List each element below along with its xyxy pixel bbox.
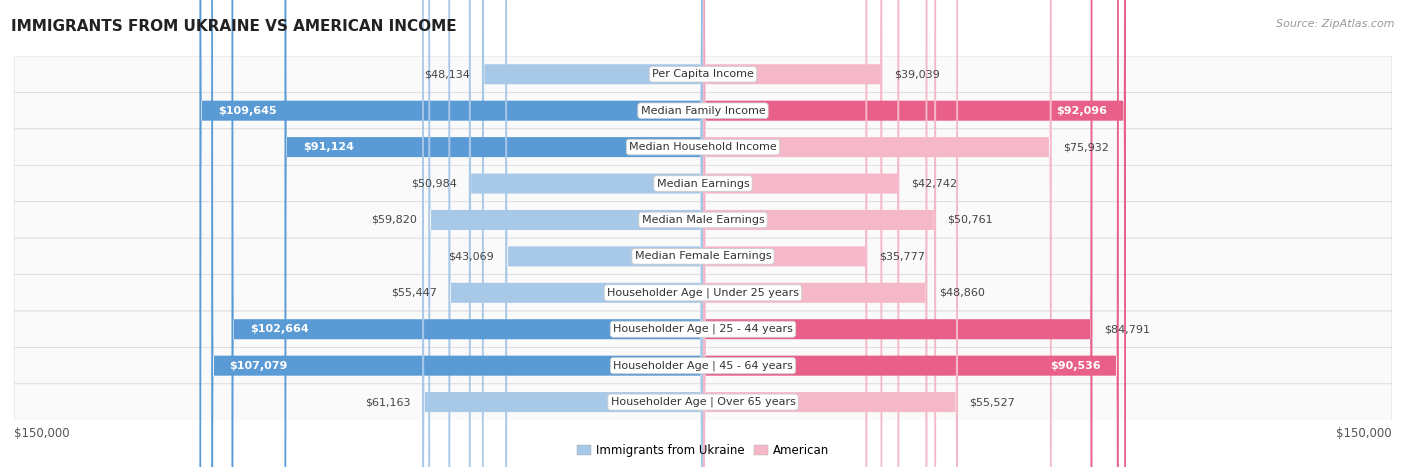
FancyBboxPatch shape: [703, 0, 936, 467]
Text: $92,096: $92,096: [1057, 106, 1108, 116]
Text: Householder Age | 25 - 44 years: Householder Age | 25 - 44 years: [613, 324, 793, 334]
Text: $59,820: $59,820: [371, 215, 416, 225]
Text: $84,791: $84,791: [1104, 324, 1150, 334]
FancyBboxPatch shape: [505, 0, 703, 467]
Text: Source: ZipAtlas.com: Source: ZipAtlas.com: [1277, 19, 1395, 28]
Text: Median Male Earnings: Median Male Earnings: [641, 215, 765, 225]
FancyBboxPatch shape: [14, 238, 1392, 275]
Text: Householder Age | 45 - 64 years: Householder Age | 45 - 64 years: [613, 361, 793, 371]
Text: $43,069: $43,069: [449, 251, 494, 262]
Text: $39,039: $39,039: [894, 69, 939, 79]
FancyBboxPatch shape: [14, 384, 1392, 420]
FancyBboxPatch shape: [703, 0, 1126, 467]
Text: $150,000: $150,000: [14, 426, 70, 439]
FancyBboxPatch shape: [284, 0, 703, 467]
FancyBboxPatch shape: [14, 165, 1392, 202]
FancyBboxPatch shape: [14, 275, 1392, 311]
FancyBboxPatch shape: [468, 0, 703, 467]
FancyBboxPatch shape: [422, 0, 703, 467]
Text: Median Earnings: Median Earnings: [657, 178, 749, 189]
Text: Householder Age | Under 25 years: Householder Age | Under 25 years: [607, 288, 799, 298]
FancyBboxPatch shape: [703, 0, 883, 467]
FancyBboxPatch shape: [232, 0, 703, 467]
FancyBboxPatch shape: [14, 129, 1392, 165]
FancyBboxPatch shape: [14, 311, 1392, 347]
Text: $42,742: $42,742: [911, 178, 957, 189]
FancyBboxPatch shape: [703, 0, 1119, 467]
FancyBboxPatch shape: [200, 0, 703, 467]
FancyBboxPatch shape: [14, 202, 1392, 238]
Text: Per Capita Income: Per Capita Income: [652, 69, 754, 79]
Text: $55,527: $55,527: [970, 397, 1015, 407]
FancyBboxPatch shape: [211, 0, 703, 467]
Text: $48,134: $48,134: [425, 69, 471, 79]
FancyBboxPatch shape: [449, 0, 703, 467]
FancyBboxPatch shape: [14, 92, 1392, 129]
Text: $50,761: $50,761: [948, 215, 993, 225]
Text: Median Female Earnings: Median Female Earnings: [634, 251, 772, 262]
FancyBboxPatch shape: [482, 0, 703, 467]
FancyBboxPatch shape: [14, 347, 1392, 384]
Text: $55,447: $55,447: [391, 288, 437, 298]
Text: $109,645: $109,645: [218, 106, 277, 116]
Text: $75,932: $75,932: [1063, 142, 1109, 152]
FancyBboxPatch shape: [703, 0, 1092, 467]
FancyBboxPatch shape: [703, 0, 957, 467]
FancyBboxPatch shape: [703, 0, 868, 467]
Text: $102,664: $102,664: [250, 324, 308, 334]
FancyBboxPatch shape: [703, 0, 928, 467]
Text: Median Household Income: Median Household Income: [628, 142, 778, 152]
Text: $61,163: $61,163: [366, 397, 411, 407]
Text: $150,000: $150,000: [1336, 426, 1392, 439]
Legend: Immigrants from Ukraine, American: Immigrants from Ukraine, American: [572, 439, 834, 462]
Text: IMMIGRANTS FROM UKRAINE VS AMERICAN INCOME: IMMIGRANTS FROM UKRAINE VS AMERICAN INCO…: [11, 19, 457, 34]
Text: $50,984: $50,984: [412, 178, 457, 189]
FancyBboxPatch shape: [429, 0, 703, 467]
Text: $91,124: $91,124: [302, 142, 354, 152]
Text: Median Family Income: Median Family Income: [641, 106, 765, 116]
FancyBboxPatch shape: [703, 0, 900, 467]
FancyBboxPatch shape: [703, 0, 1052, 467]
Text: $90,536: $90,536: [1050, 361, 1101, 371]
Text: $107,079: $107,079: [229, 361, 288, 371]
Text: $48,860: $48,860: [939, 288, 984, 298]
FancyBboxPatch shape: [14, 56, 1392, 92]
Text: $35,777: $35,777: [879, 251, 925, 262]
Text: Householder Age | Over 65 years: Householder Age | Over 65 years: [610, 397, 796, 407]
